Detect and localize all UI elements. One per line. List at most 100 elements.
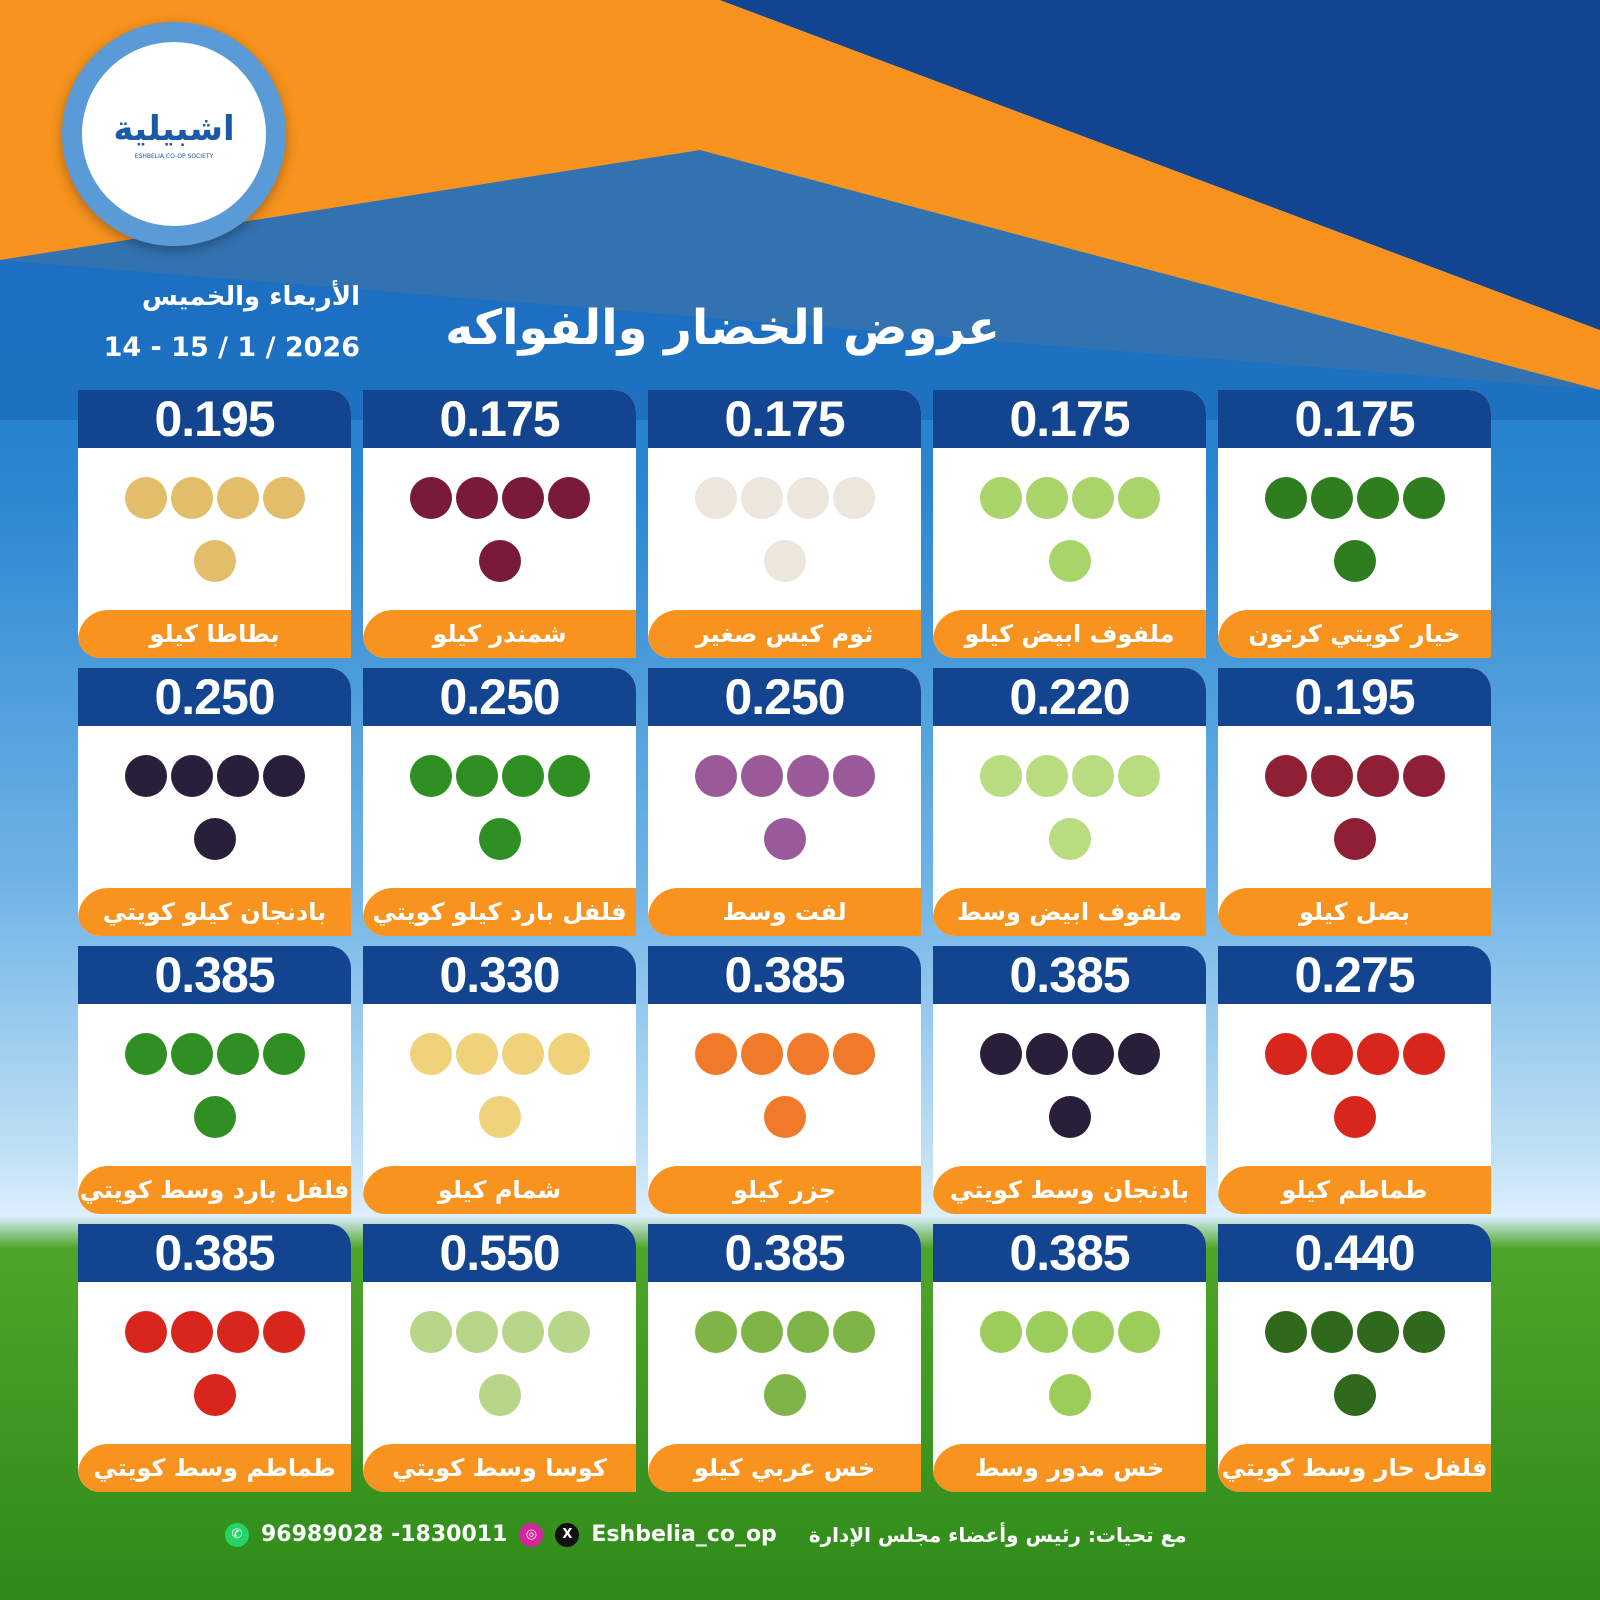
product-image-shape [170, 476, 213, 519]
product-image [363, 1282, 636, 1444]
product-image-shape [1071, 1310, 1114, 1353]
instagram-icon[interactable]: ◎ [519, 1522, 544, 1547]
product-image-shape [170, 1032, 213, 1075]
product-image-shape [1310, 1032, 1353, 1075]
product-name: خيار كويتي كرتون [1218, 610, 1491, 658]
product-image-shape [1264, 754, 1307, 797]
product-card: 0.250 لفت وسط [648, 668, 921, 936]
product-image-shape [262, 1032, 305, 1075]
product-image-shape [832, 754, 875, 797]
product-image-shape [501, 1032, 544, 1075]
product-image-shape [501, 754, 544, 797]
product-image [78, 1282, 351, 1444]
product-card: 0.550 كوسا وسط كويتي [363, 1224, 636, 1492]
product-image-shape [1310, 754, 1353, 797]
product-card: 0.195 بصل كيلو [1218, 668, 1491, 936]
product-image [933, 1282, 1206, 1444]
offer-date: 14 - 15 / 1 / 2026 [103, 332, 360, 363]
product-image-shape [1048, 539, 1091, 582]
product-image-shape [694, 754, 737, 797]
product-image-shape [1402, 754, 1445, 797]
product-image-shape [262, 754, 305, 797]
product-card: 0.385 فلفل بارد وسط كويتي [78, 946, 351, 1214]
product-image-shape [786, 754, 829, 797]
phone-numbers: 96989028 -1830011 [261, 1522, 508, 1547]
product-image [648, 1004, 921, 1166]
page-title: عروض الخضار والفواكه [445, 300, 1000, 356]
social-handle[interactable]: Eshbelia_co_op [591, 1522, 777, 1547]
product-image-shape [1117, 1032, 1160, 1075]
product-image [1218, 1004, 1491, 1166]
product-card: 0.195 بطاطا كيلو [78, 390, 351, 658]
product-image-shape [1025, 1032, 1068, 1075]
logo: اشبيلية ESHBELIA CO-OP SOCIETY [62, 22, 286, 246]
product-image [363, 1004, 636, 1166]
product-image-shape [1356, 1032, 1399, 1075]
product-grid: 0.175 خيار كويتي كرتون 0.175 ملفوف ابيض ك… [78, 390, 1491, 1492]
product-price: 0.175 [363, 390, 636, 448]
product-price: 0.440 [1218, 1224, 1491, 1282]
product-card: 0.385 خس مدور وسط [933, 1224, 1206, 1492]
product-image [933, 1004, 1206, 1166]
product-name: لفت وسط [648, 888, 921, 936]
product-price: 0.250 [648, 668, 921, 726]
product-name: شمندر كيلو [363, 610, 636, 658]
product-price: 0.175 [648, 390, 921, 448]
product-price: 0.385 [78, 946, 351, 1004]
product-name: ملفوف ابيض كيلو [933, 610, 1206, 658]
product-card: 0.385 طماطم وسط كويتي [78, 1224, 351, 1492]
product-image-shape [547, 1310, 590, 1353]
product-image-shape [979, 1310, 1022, 1353]
product-image-shape [979, 754, 1022, 797]
product-image [933, 448, 1206, 610]
product-name: شمام كيلو [363, 1166, 636, 1214]
product-image-shape [216, 476, 259, 519]
product-image [363, 448, 636, 610]
product-image-shape [1333, 817, 1376, 860]
product-image-shape [216, 1032, 259, 1075]
product-image-shape [694, 1310, 737, 1353]
product-image-shape [1402, 476, 1445, 519]
product-image [648, 1282, 921, 1444]
product-name: خس مدور وسط [933, 1444, 1206, 1492]
product-card: 0.175 شمندر كيلو [363, 390, 636, 658]
product-image-shape [832, 1032, 875, 1075]
product-image-shape [478, 1095, 521, 1138]
product-image-shape [193, 1373, 236, 1416]
product-image-shape [1025, 1310, 1068, 1353]
product-image-shape [1025, 754, 1068, 797]
product-image-shape [478, 817, 521, 860]
product-image-shape [786, 476, 829, 519]
product-image-shape [547, 476, 590, 519]
product-image-shape [1117, 1310, 1160, 1353]
product-image-shape [124, 754, 167, 797]
product-image-shape [547, 1032, 590, 1075]
product-image-shape [1048, 1373, 1091, 1416]
product-image-shape [409, 754, 452, 797]
product-image-shape [1117, 476, 1160, 519]
product-price: 0.195 [78, 390, 351, 448]
product-image-shape [455, 476, 498, 519]
product-image-shape [170, 754, 213, 797]
logo-subtext: ESHBELIA CO-OP SOCIETY [134, 152, 214, 160]
product-image-shape [1048, 1095, 1091, 1138]
product-name: بادنجان وسط كويتي [933, 1166, 1206, 1214]
product-image-shape [478, 539, 521, 582]
x-icon[interactable]: X [555, 1522, 580, 1547]
product-price: 0.195 [1218, 668, 1491, 726]
product-image [1218, 448, 1491, 610]
product-image-shape [193, 817, 236, 860]
product-image-shape [1264, 1310, 1307, 1353]
product-image-shape [262, 476, 305, 519]
product-price: 0.385 [648, 946, 921, 1004]
product-image-shape [832, 1310, 875, 1353]
product-price: 0.385 [78, 1224, 351, 1282]
product-image-shape [763, 1095, 806, 1138]
product-price: 0.250 [363, 668, 636, 726]
product-price: 0.175 [1218, 390, 1491, 448]
product-name: بصل كيلو [1218, 888, 1491, 936]
product-card: 0.220 ملفوف ابيض وسط [933, 668, 1206, 936]
product-image-shape [1333, 1095, 1376, 1138]
product-image-shape [124, 476, 167, 519]
product-image-shape [124, 1032, 167, 1075]
